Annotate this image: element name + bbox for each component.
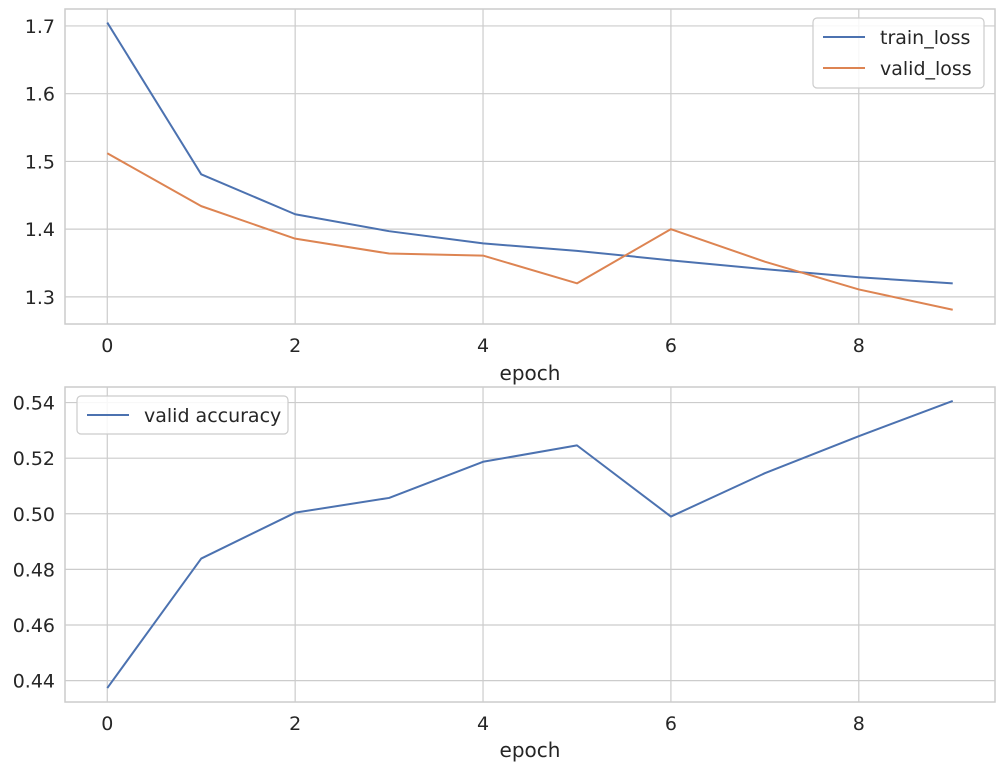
legend-box: [812, 17, 985, 89]
x-tick-label: 0: [101, 335, 113, 357]
subplot-2: 0 2 4 6 8 0.44 0.46 0.48 0.50 0.52 0.54 epoch valid …: [13, 386, 996, 762]
y-tick-label: 0.48: [13, 559, 55, 581]
y-tick-label: 1.3: [25, 287, 55, 309]
series-line: [106, 399, 954, 689]
x-tick-label: 6: [665, 713, 677, 735]
subplot-1: 0 2 4 6 8 1.3 1.4 1.5 1.6 1.7 epoch train_lossvalid…: [25, 8, 996, 385]
y-tick-label: 0.54: [13, 393, 55, 415]
legend-box: [76, 395, 289, 435]
legend-label: valid_loss: [880, 58, 972, 80]
y-tick-label: 1.6: [25, 84, 55, 106]
plot-frame: [64, 8, 996, 325]
x-tick-label: 2: [289, 713, 301, 735]
y-tick-label: 1.7: [25, 16, 55, 38]
x-tick-label: 4: [477, 335, 489, 357]
legend-label: valid accuracy: [144, 405, 281, 427]
legend: train_loss valid_loss: [812, 17, 985, 89]
y-tick-label: 1.5: [25, 151, 55, 173]
y-tick-label: 0.50: [13, 504, 55, 526]
grid: [65, 387, 995, 702]
x-tick-label: 4: [477, 713, 489, 735]
x-tick-label: 6: [665, 335, 677, 357]
series-line: [106, 152, 953, 311]
y-tick-label: 0.46: [13, 615, 55, 637]
x-tick-label: 0: [101, 713, 113, 735]
x-axis-label: epoch: [500, 738, 561, 762]
x-axis-label: epoch: [500, 361, 561, 385]
plot-frame: [64, 386, 996, 703]
legend: valid accuracy: [76, 395, 289, 435]
legend-label: train_loss: [880, 27, 970, 49]
x-tick-label: 8: [853, 713, 865, 735]
y-tick-label: 0.44: [13, 671, 55, 693]
series-line: [106, 22, 953, 285]
y-tick-label: 1.4: [25, 219, 55, 241]
x-tick-label: 8: [853, 335, 865, 357]
y-tick-label: 0.52: [13, 448, 55, 470]
x-tick-label: 2: [289, 335, 301, 357]
